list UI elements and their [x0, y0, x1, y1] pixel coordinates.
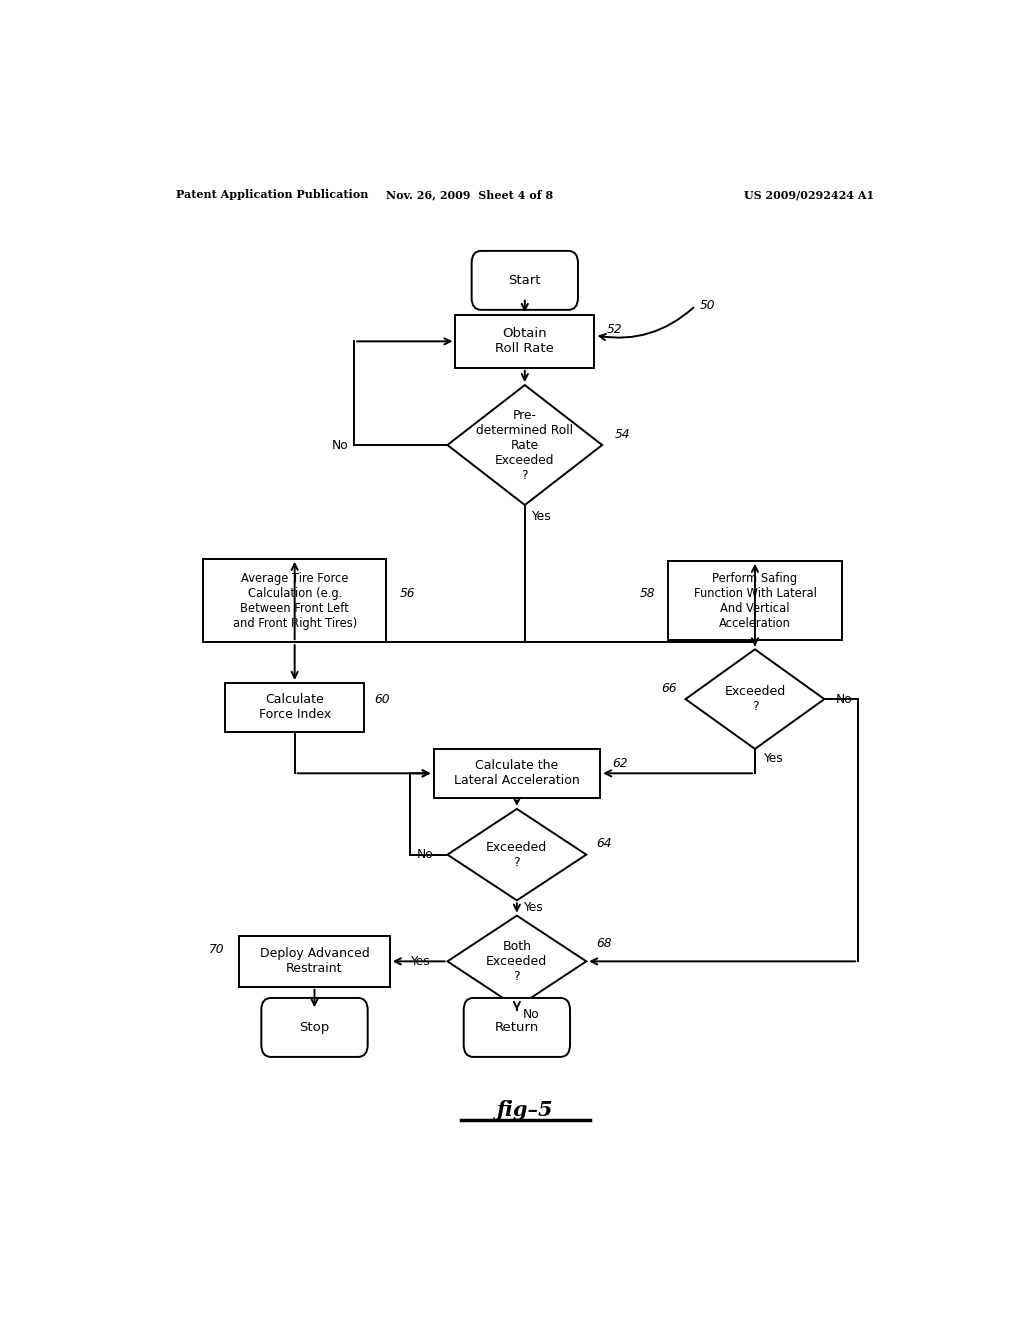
Text: 52: 52 [606, 322, 622, 335]
Bar [668, 561, 842, 640]
Text: No: No [836, 693, 853, 706]
Text: ƒig–5: ƒig–5 [497, 1100, 553, 1119]
Polygon shape [447, 809, 587, 900]
Text: No: No [332, 438, 348, 451]
Text: 50: 50 [699, 300, 715, 313]
Text: 66: 66 [662, 682, 677, 696]
Text: Patent Application Publication: Patent Application Publication [176, 190, 368, 201]
Text: Nov. 26, 2009  Sheet 4 of 8: Nov. 26, 2009 Sheet 4 of 8 [386, 190, 553, 201]
Bar [225, 682, 365, 731]
Text: Yes: Yes [523, 902, 543, 913]
Polygon shape [447, 916, 587, 1007]
Text: 68: 68 [596, 937, 611, 949]
Text: Both
Exceeded
?: Both Exceeded ? [486, 940, 548, 983]
Bar [204, 558, 386, 643]
Text: Perform Safing
Function With Lateral
And Vertical
Acceleration: Perform Safing Function With Lateral And… [693, 572, 816, 630]
Text: 58: 58 [640, 587, 655, 599]
Text: No: No [523, 1007, 540, 1020]
Text: Calculate the
Lateral Acceleration: Calculate the Lateral Acceleration [454, 759, 580, 787]
Text: Return: Return [495, 1020, 539, 1034]
Text: Pre-
determined Roll
Rate
Exceeded
?: Pre- determined Roll Rate Exceeded ? [476, 408, 573, 482]
Text: Stop: Stop [299, 1020, 330, 1034]
Text: 70: 70 [209, 942, 224, 956]
Text: 64: 64 [596, 837, 611, 850]
Text: Yes: Yes [531, 510, 551, 523]
Polygon shape [447, 385, 602, 506]
Text: 54: 54 [614, 429, 630, 441]
FancyBboxPatch shape [464, 998, 570, 1057]
Text: Deploy Advanced
Restraint: Deploy Advanced Restraint [260, 948, 370, 975]
FancyBboxPatch shape [261, 998, 368, 1057]
Text: Exceeded
?: Exceeded ? [486, 841, 548, 869]
Text: US 2009/0292424 A1: US 2009/0292424 A1 [743, 190, 873, 201]
Text: Exceeded
?: Exceeded ? [724, 685, 785, 713]
Text: Average Tire Force
Calculation (e.g.
Between Front Left
and Front Right Tires): Average Tire Force Calculation (e.g. Bet… [232, 572, 356, 630]
Text: Yes: Yes [763, 751, 782, 764]
Text: Yes: Yes [410, 954, 430, 968]
FancyBboxPatch shape [472, 251, 578, 310]
Text: 60: 60 [374, 693, 389, 706]
Text: 62: 62 [612, 756, 628, 770]
Text: Obtain
Roll Rate: Obtain Roll Rate [496, 327, 554, 355]
Text: 56: 56 [399, 587, 415, 599]
Bar [239, 936, 390, 987]
Bar [456, 315, 594, 368]
Polygon shape [685, 649, 824, 748]
Text: Start: Start [509, 273, 541, 286]
Text: No: No [417, 849, 433, 861]
Text: Calculate
Force Index: Calculate Force Index [258, 693, 331, 721]
Bar [433, 748, 600, 797]
